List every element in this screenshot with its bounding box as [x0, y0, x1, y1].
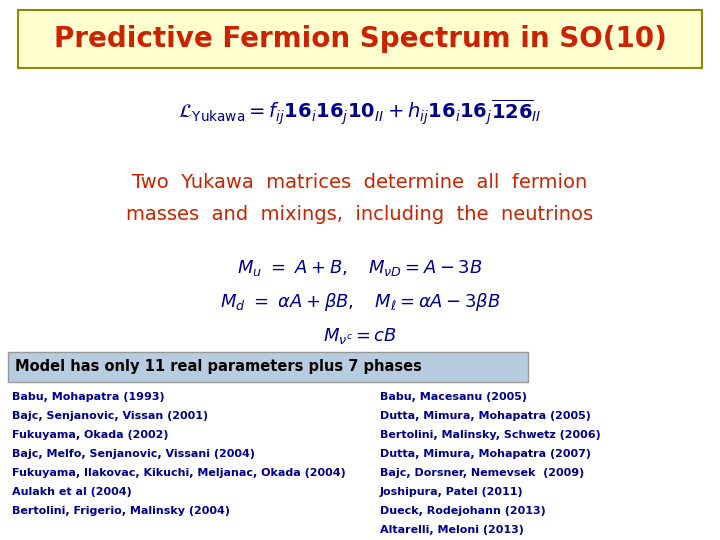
Text: $\mathcal{L}_{\mathrm{Yukawa}} = f_{ij}\mathbf{16}_i\mathbf{16}_j\mathbf{10}_{II: $\mathcal{L}_{\mathrm{Yukawa}} = f_{ij}\…: [178, 97, 542, 127]
Text: Fukuyama, Ilakovac, Kikuchi, Meljanac, Okada (2004): Fukuyama, Ilakovac, Kikuchi, Meljanac, O…: [12, 468, 346, 478]
Text: Bajc, Dorsner, Nemevsek  (2009): Bajc, Dorsner, Nemevsek (2009): [380, 468, 584, 478]
Text: $M_u \ = \ A+B, \quad M_{\nu D} = A-3B$: $M_u \ = \ A+B, \quad M_{\nu D} = A-3B$: [238, 258, 482, 278]
Text: Bertolini, Malinsky, Schwetz (2006): Bertolini, Malinsky, Schwetz (2006): [380, 430, 600, 440]
Text: Predictive Fermion Spectrum in SO(10): Predictive Fermion Spectrum in SO(10): [53, 25, 667, 53]
FancyBboxPatch shape: [18, 10, 702, 68]
Text: Bajc, Melfo, Senjanovic, Vissani (2004): Bajc, Melfo, Senjanovic, Vissani (2004): [12, 449, 255, 459]
Text: Fukuyama, Okada (2002): Fukuyama, Okada (2002): [12, 430, 168, 440]
Text: Dutta, Mimura, Mohapatra (2005): Dutta, Mimura, Mohapatra (2005): [380, 411, 591, 421]
Text: Altarelli, Meloni (2013): Altarelli, Meloni (2013): [380, 525, 524, 535]
Text: Dueck, Rodejohann (2013): Dueck, Rodejohann (2013): [380, 506, 546, 516]
Text: $M_d \ = \ \alpha A + \beta B, \quad M_{\ell} = \alpha A - 3\beta B$: $M_d \ = \ \alpha A + \beta B, \quad M_{…: [220, 291, 500, 313]
Text: Model has only 11 real parameters plus 7 phases: Model has only 11 real parameters plus 7…: [15, 360, 422, 375]
Text: $M_{\nu^c} = cB$: $M_{\nu^c} = cB$: [323, 326, 397, 346]
Text: Two  Yukawa  matrices  determine  all  fermion: Two Yukawa matrices determine all fermio…: [132, 172, 588, 192]
Text: Bertolini, Frigerio, Malinsky (2004): Bertolini, Frigerio, Malinsky (2004): [12, 506, 230, 516]
FancyBboxPatch shape: [8, 352, 528, 382]
Text: Babu, Macesanu (2005): Babu, Macesanu (2005): [380, 392, 527, 402]
Text: Bajc, Senjanovic, Vissan (2001): Bajc, Senjanovic, Vissan (2001): [12, 411, 208, 421]
Text: Joshipura, Patel (2011): Joshipura, Patel (2011): [380, 487, 523, 497]
Text: masses  and  mixings,  including  the  neutrinos: masses and mixings, including the neutri…: [127, 205, 593, 224]
Text: Dutta, Mimura, Mohapatra (2007): Dutta, Mimura, Mohapatra (2007): [380, 449, 591, 459]
Text: Babu, Mohapatra (1993): Babu, Mohapatra (1993): [12, 392, 165, 402]
Text: Aulakh et al (2004): Aulakh et al (2004): [12, 487, 132, 497]
